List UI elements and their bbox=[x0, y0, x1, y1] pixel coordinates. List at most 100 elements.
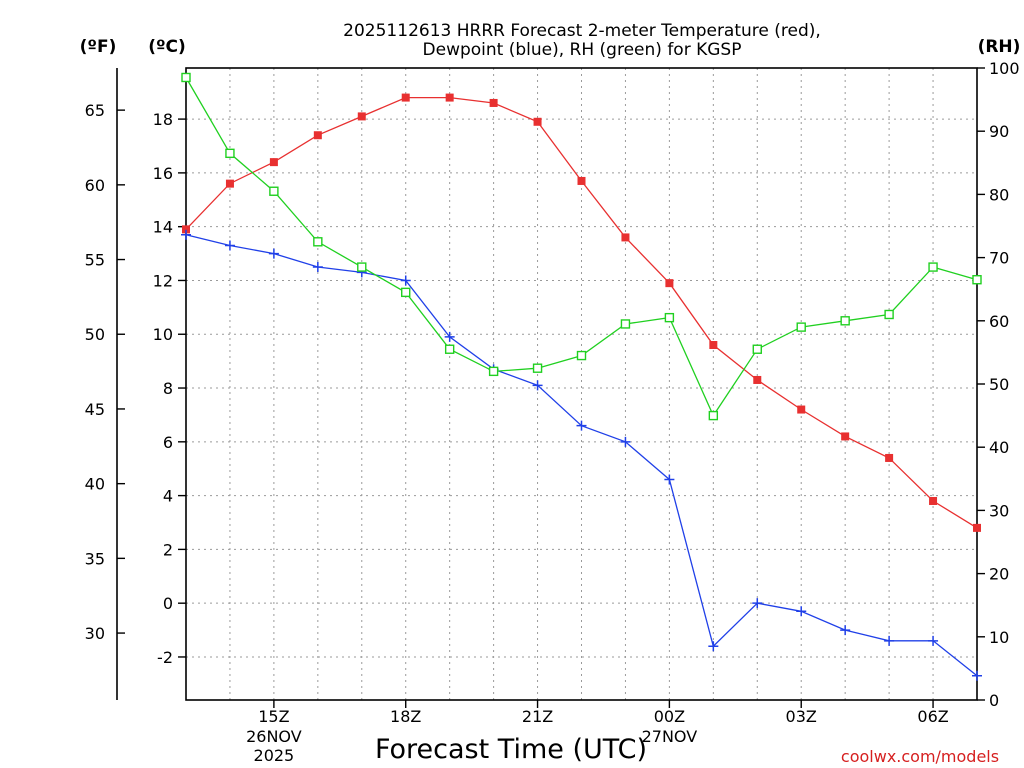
temperature-point bbox=[753, 375, 762, 384]
celsius-unit-label: (ºC) bbox=[148, 37, 186, 57]
celsius-tick-label: 18 bbox=[153, 110, 173, 129]
celsius-tick-label: 14 bbox=[153, 218, 173, 237]
dewpoint-point bbox=[224, 240, 235, 251]
grid-lines bbox=[186, 68, 977, 700]
temperature-point bbox=[929, 496, 938, 505]
celsius-tick-label: 12 bbox=[153, 271, 173, 290]
dewpoint-point bbox=[576, 420, 587, 431]
celsius-tick-label: 8 bbox=[163, 379, 173, 398]
rh-tick-label: 70 bbox=[989, 249, 1009, 268]
temperature-point bbox=[577, 176, 586, 185]
temperature-point bbox=[533, 117, 542, 126]
dewpoint-point bbox=[708, 641, 719, 652]
temperature-point bbox=[841, 432, 850, 441]
rh-tick-label: 0 bbox=[989, 691, 999, 710]
rh-tick-label: 10 bbox=[989, 628, 1009, 647]
dewpoint-point bbox=[928, 635, 939, 646]
rh-point bbox=[928, 262, 938, 272]
rh-point bbox=[796, 322, 806, 332]
rh-tick-label: 80 bbox=[989, 185, 1009, 204]
dewpoint-point bbox=[268, 248, 279, 259]
dewpoint-point bbox=[796, 606, 807, 617]
temperature-point bbox=[357, 112, 366, 121]
rh-tick-label: 30 bbox=[989, 501, 1009, 520]
fahrenheit-tick-label: 30 bbox=[85, 624, 105, 643]
dewpoint-point bbox=[181, 229, 191, 240]
temperature-point bbox=[489, 98, 498, 107]
tick-labels: -2 0 2 4 6 8 10 12 14 16 18 30 35 40 45 50 55 60 65 0 10 20 30… bbox=[85, 59, 1020, 765]
temperature-point bbox=[313, 131, 322, 140]
dewpoint-point bbox=[400, 275, 411, 286]
dewpoint-point bbox=[664, 474, 675, 485]
dewpoint-point bbox=[620, 436, 631, 447]
x-tick-label: 15Z bbox=[258, 707, 289, 726]
rh-point bbox=[269, 186, 279, 196]
dewpoint-point bbox=[444, 331, 455, 342]
fahrenheit-tick-label: 35 bbox=[85, 549, 105, 568]
temperature-point bbox=[885, 453, 894, 462]
temperature-point bbox=[665, 279, 674, 288]
temperature-line bbox=[185, 96, 978, 529]
celsius-tick-label: 0 bbox=[163, 594, 173, 613]
temperature-point bbox=[269, 158, 278, 167]
celsius-tick-label: 4 bbox=[163, 487, 173, 506]
rh-point bbox=[225, 148, 235, 159]
celsius-tick-label: 6 bbox=[163, 433, 173, 452]
rh-tick-label: 50 bbox=[989, 375, 1009, 394]
fahrenheit-tick-label: 40 bbox=[85, 475, 105, 494]
celsius-tick-label: 10 bbox=[153, 325, 173, 344]
rh-point bbox=[444, 344, 455, 354]
temperature-point bbox=[709, 341, 718, 350]
temperature-point bbox=[445, 93, 454, 102]
credit-text: coolwx.com/models bbox=[841, 747, 999, 766]
celsius-tick-label: -2 bbox=[157, 648, 173, 667]
rh-point bbox=[313, 237, 323, 247]
x-date-label: 27NOV bbox=[642, 727, 698, 746]
dewpoint-point bbox=[884, 635, 895, 646]
x-year-label: 2025 bbox=[254, 746, 295, 765]
fahrenheit-tick-label: 45 bbox=[85, 400, 105, 419]
temperature-point bbox=[621, 233, 630, 242]
rh-point bbox=[620, 319, 631, 329]
dewpoint-point bbox=[532, 380, 543, 391]
fahrenheit-tick-label: 50 bbox=[85, 325, 105, 344]
rh-point bbox=[532, 363, 543, 373]
celsius-tick-label: 16 bbox=[153, 164, 173, 183]
chart-title-line1: 2025112613 HRRR Forecast 2-meter Tempera… bbox=[343, 21, 821, 41]
dewpoint-point bbox=[752, 598, 763, 609]
series-layer bbox=[181, 72, 982, 681]
rh-unit-label: (RH) bbox=[978, 37, 1021, 57]
rh-point bbox=[357, 262, 367, 272]
fahrenheit-unit-label: (ºF) bbox=[80, 37, 117, 57]
x-tick-label: 21Z bbox=[522, 707, 553, 726]
rh-point bbox=[401, 287, 411, 298]
rh-tick-label: 90 bbox=[989, 122, 1009, 141]
fahrenheit-tick-label: 60 bbox=[85, 176, 105, 195]
rh-point bbox=[708, 410, 719, 421]
rh-point bbox=[488, 366, 499, 377]
rh-point bbox=[664, 312, 675, 323]
x-axis-label: Forecast Time (UTC) bbox=[375, 734, 647, 765]
x-date-label: 26NOV bbox=[246, 727, 302, 746]
fahrenheit-tick-label: 65 bbox=[85, 101, 105, 120]
temperature-point bbox=[797, 405, 806, 414]
dewpoint-point bbox=[312, 262, 323, 273]
temperature-point bbox=[973, 523, 981, 532]
rh-tick-label: 60 bbox=[989, 312, 1009, 331]
temperature-point bbox=[225, 179, 234, 188]
celsius-tick-label: 2 bbox=[163, 540, 173, 559]
rh-tick-label: 40 bbox=[989, 438, 1009, 457]
rh-tick-label: 20 bbox=[989, 565, 1009, 584]
chart-title-line2: Dewpoint (blue), RH (green) for KGSP bbox=[423, 40, 742, 60]
x-tick-label: 00Z bbox=[654, 707, 685, 726]
rh-tick-label: 100 bbox=[989, 59, 1020, 78]
rh-point bbox=[884, 309, 894, 320]
temperature-point bbox=[182, 225, 190, 234]
rh-point bbox=[181, 72, 191, 83]
fahrenheit-tick-label: 55 bbox=[85, 251, 105, 270]
temperature-point bbox=[401, 93, 410, 102]
rh-point bbox=[972, 275, 982, 285]
plot-frame bbox=[185, 67, 978, 701]
x-tick-label: 18Z bbox=[390, 707, 421, 726]
